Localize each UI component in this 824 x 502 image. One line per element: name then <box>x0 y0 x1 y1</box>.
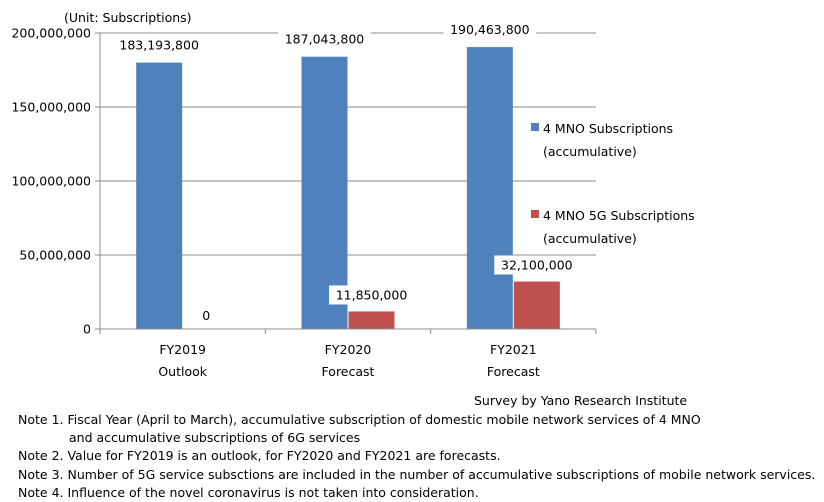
bar-series2 <box>513 281 560 329</box>
y-tick-label: 150,000,000 <box>11 100 91 115</box>
note-2: Note 2. Value for FY2019 is an outlook, … <box>18 448 501 464</box>
bars <box>136 47 560 330</box>
x-category-label: Forecast <box>322 364 375 379</box>
data-label-series1: 190,463,800 <box>450 22 530 37</box>
data-label-series1-bg <box>443 20 537 40</box>
data-label-series1-bg <box>112 35 206 55</box>
axes: 0 50,000,000 100,000,000 150,000,000 200,000… <box>11 26 597 379</box>
x-category-label: FY2020 <box>325 342 372 357</box>
data-label-series1-bg <box>278 29 371 49</box>
source-note: Survey by Yano Research Institute <box>474 393 688 408</box>
bar-series1 <box>301 56 348 330</box>
data-label-series1: 187,043,800 <box>285 32 365 47</box>
y-tick-label: 50,000,000 <box>19 248 91 263</box>
unit-label: (Unit: Subscriptions) <box>64 10 192 25</box>
y-tick-label: 200,000,000 <box>11 26 91 41</box>
note-1: Note 1. Fiscal Year (April to March), ac… <box>18 412 701 427</box>
x-category-label: Outlook <box>158 364 207 379</box>
data-label-series1: 183,193,800 <box>119 38 199 53</box>
bar-series1 <box>466 47 513 329</box>
y-tick-label: 0 <box>83 322 91 337</box>
note-4: Note 4. Influence of the novel coronavir… <box>18 484 479 500</box>
note-1-continuation: and accumulative subscriptions of 6G ser… <box>69 430 361 446</box>
legend-swatch-series2 <box>531 210 539 218</box>
subscriptions-bar-chart: 183,193,800 187,043,800 190,463,800 0 11,850… <box>11 10 695 379</box>
data-labels: 183,193,800 187,043,800 190,463,800 0 11,850… <box>112 20 580 323</box>
y-tick-label: 100,000,000 <box>11 174 91 189</box>
x-category-label: FY2021 <box>490 342 537 357</box>
legend-swatch-series1 <box>531 123 539 131</box>
data-label-series2: 0 <box>202 308 210 323</box>
data-label-series2-bg <box>494 255 580 275</box>
legend-label-series1: (accumulative) <box>543 144 637 159</box>
legend-label-series2: 4 MNO 5G Subscriptions <box>543 208 695 223</box>
legend-label-series2: (accumulative) <box>543 231 637 246</box>
data-label-series2: 11,850,000 <box>336 287 408 302</box>
data-label-series2-bg <box>329 285 414 305</box>
legend: 4 MNO Subscriptions (accumulative) 4 MNO 5… <box>531 121 695 246</box>
bar-series2 <box>348 311 395 329</box>
notes: Note 1. Fiscal Year (April to March), ac… <box>18 411 815 502</box>
note-3: Note 3. Number of 5G service subsctions … <box>18 466 816 482</box>
x-category-label: FY2019 <box>159 342 206 357</box>
bar-series1 <box>136 62 183 329</box>
x-category-label: Forecast <box>487 364 540 379</box>
legend-label-series1: 4 MNO Subscriptions <box>543 121 673 136</box>
data-label-series2: 32,100,000 <box>501 257 573 272</box>
